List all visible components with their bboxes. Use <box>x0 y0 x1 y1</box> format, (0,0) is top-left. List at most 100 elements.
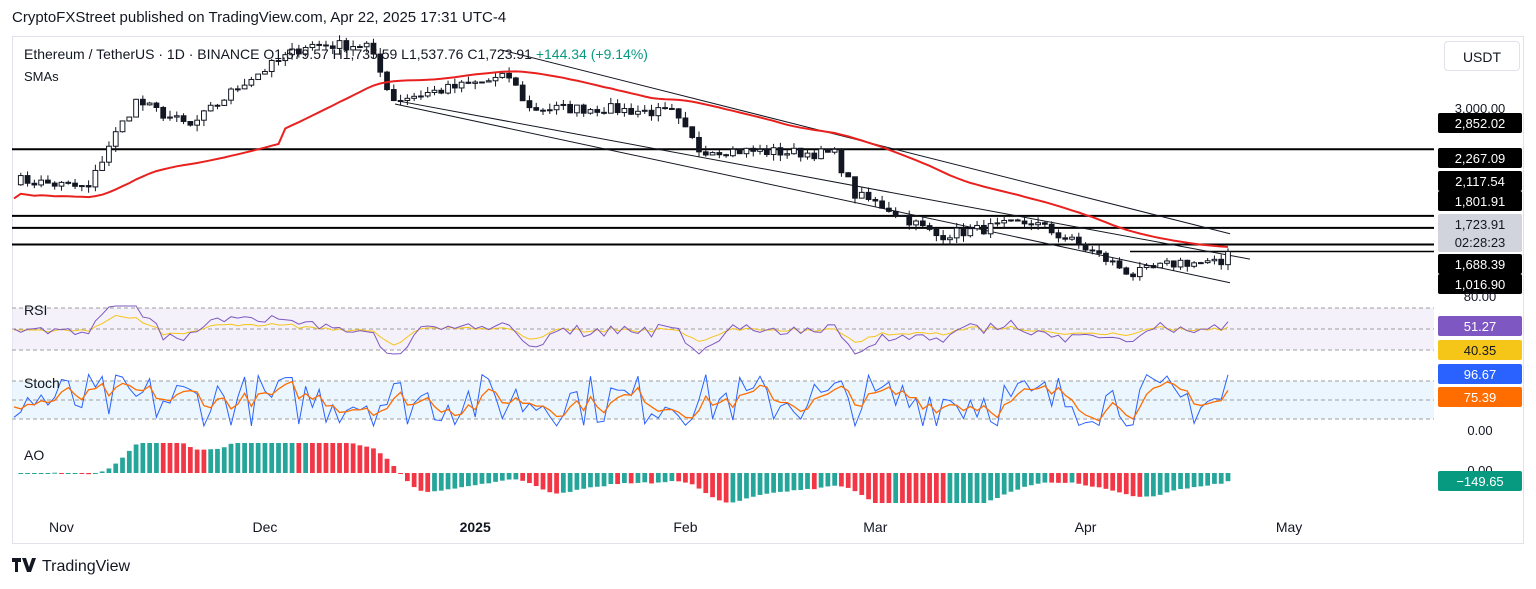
candle <box>655 107 662 117</box>
candle <box>485 80 492 83</box>
ao-bar <box>140 443 146 473</box>
ao-bar <box>1062 473 1068 483</box>
ao-bar <box>1191 473 1197 488</box>
ao-bar <box>438 473 444 491</box>
ao-bar <box>479 473 485 484</box>
ao-bar <box>839 473 844 487</box>
ao-bar <box>995 473 1000 498</box>
price-label-sma-bg <box>1438 254 1522 274</box>
ao-bar <box>418 473 424 491</box>
ao-bar <box>730 473 736 503</box>
ao-bar <box>750 473 756 497</box>
ao-bar <box>520 473 526 481</box>
currency-button[interactable]: USDT <box>1444 41 1520 71</box>
ao-bar <box>588 473 593 488</box>
channel-mid <box>399 100 1251 260</box>
ao-bar <box>649 473 654 484</box>
candle <box>560 103 567 106</box>
ao-bar <box>1184 473 1190 489</box>
sma-legend[interactable]: SMAs <box>24 69 59 84</box>
ao-bar <box>771 473 776 493</box>
candle <box>1048 223 1055 234</box>
ao-bar <box>289 443 295 473</box>
ao-bar <box>940 473 946 503</box>
ao-bar <box>954 473 960 503</box>
ao-bar <box>330 443 336 473</box>
candle <box>201 110 207 121</box>
candle <box>757 148 763 152</box>
ao-bar <box>1069 473 1075 483</box>
ao-label[interactable]: AO <box>24 447 45 463</box>
ao-bar <box>174 443 180 473</box>
candle <box>770 147 777 156</box>
time-label-Dec: Dec <box>252 519 277 535</box>
ao-bar <box>1083 473 1088 486</box>
ao-bar <box>872 473 878 503</box>
chart-frame[interactable] <box>12 36 1524 544</box>
candle <box>479 81 485 84</box>
candle <box>31 182 38 186</box>
candle <box>892 210 899 216</box>
ao-bar <box>805 473 810 489</box>
rsi-label[interactable]: RSI <box>24 302 48 318</box>
candle <box>1075 236 1082 245</box>
ao-bar <box>757 473 763 495</box>
ao-bar <box>25 473 30 474</box>
candle <box>804 152 811 158</box>
candle <box>92 169 99 188</box>
ao-bar <box>493 473 498 482</box>
candle <box>187 120 194 126</box>
ao-bar <box>1096 473 1102 488</box>
ao-bar <box>527 473 532 484</box>
candle <box>648 109 655 117</box>
candle <box>682 117 689 128</box>
candle <box>451 83 458 89</box>
candle <box>411 95 418 99</box>
candle <box>133 98 139 118</box>
candle <box>167 116 173 119</box>
candle <box>370 42 377 55</box>
ao-bar <box>221 447 227 473</box>
candle <box>750 147 757 152</box>
ao-bar <box>1001 473 1007 495</box>
ao-bar <box>906 473 912 503</box>
candle <box>886 207 892 212</box>
ao-bar <box>31 473 37 474</box>
candle <box>146 102 153 106</box>
countdown-label: 02:28:23 <box>1455 235 1506 250</box>
ao-bar <box>282 443 288 473</box>
candle <box>24 175 31 184</box>
candle <box>628 107 635 115</box>
price-label-last: 1,723.91 <box>1455 217 1506 232</box>
candle <box>831 148 838 153</box>
ao-bar <box>1130 473 1136 497</box>
ao-bar <box>52 472 58 474</box>
ao-bar <box>825 473 831 487</box>
ao-bar <box>744 473 749 499</box>
candle <box>1170 260 1177 268</box>
time-axis: Nov Dec 2025 Feb Mar Apr May <box>49 519 1302 535</box>
footer[interactable]: TradingView <box>12 557 130 577</box>
ao-bar <box>404 473 410 482</box>
symbol-title: Ethereum / TetherUS · 1D · BINANCE <box>24 46 260 62</box>
ao-bar <box>913 473 919 503</box>
candle <box>736 148 743 155</box>
candle <box>662 107 668 110</box>
stoch-pane <box>12 372 1434 428</box>
ao-bar <box>398 473 403 474</box>
ao-bar <box>391 466 397 473</box>
low-value: L1,537.76 <box>401 46 464 62</box>
ao-bar <box>1035 473 1041 484</box>
price-label-1016: 1,016.90 <box>1455 277 1506 292</box>
time-label-May: May <box>1276 519 1302 535</box>
stoch-label[interactable]: Stoch <box>24 375 60 391</box>
candle <box>919 220 926 227</box>
candle <box>1197 262 1204 265</box>
candle <box>811 152 818 160</box>
candle <box>1123 267 1130 275</box>
ao-bar <box>371 448 376 473</box>
candle <box>730 148 736 157</box>
candle <box>865 191 872 200</box>
candle <box>465 81 472 84</box>
